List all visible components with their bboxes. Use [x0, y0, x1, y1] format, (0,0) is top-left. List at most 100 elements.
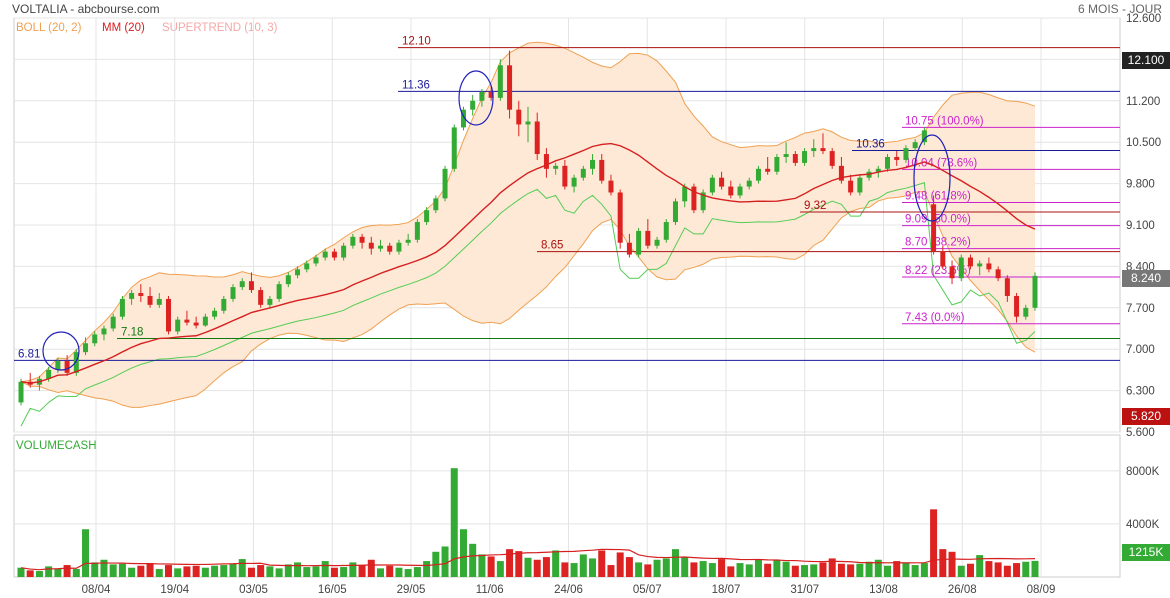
legend-mm: MM (20)	[102, 22, 145, 34]
candle-body	[783, 154, 789, 157]
candle-body	[534, 121, 540, 155]
annotation-ellipse	[42, 331, 80, 371]
volume-bar	[542, 557, 550, 577]
candle-body	[682, 186, 688, 202]
y-tick-label: 7.000	[1126, 344, 1155, 356]
y-tick-label: 6.300	[1126, 386, 1155, 398]
volume-bar	[819, 562, 827, 577]
legend-boll: BOLL (20, 2)	[16, 22, 82, 34]
candle-body	[885, 156, 891, 169]
volume-bar	[118, 563, 126, 577]
volume-bar	[349, 562, 357, 577]
candle-body	[73, 352, 79, 373]
candle-body	[525, 121, 531, 125]
candle-body	[92, 334, 98, 344]
volume-bar	[635, 562, 643, 577]
volume-tick-label: 8000K	[1126, 466, 1160, 478]
volume-title: VOLUMECASH	[16, 440, 97, 452]
x-tick-label: 31/07	[790, 584, 819, 596]
volume-bar	[395, 567, 403, 577]
volume-bar	[72, 569, 80, 577]
fib-label: 9.48 (61.8%)	[905, 191, 971, 203]
volume-bar	[754, 559, 762, 577]
candle-body	[636, 230, 642, 255]
volume-bar	[17, 567, 25, 577]
candle-body	[119, 298, 125, 317]
candle-body	[774, 156, 780, 172]
candle-body	[322, 251, 328, 258]
candle-body	[470, 100, 476, 110]
volume-bar	[579, 554, 587, 577]
volume-bar	[358, 565, 366, 577]
volume-bar	[976, 555, 984, 577]
volume-bar	[220, 565, 228, 577]
volume-bar	[718, 559, 726, 577]
y-tick-label: 12.600	[1126, 13, 1161, 25]
candle-body	[1004, 278, 1010, 296]
candle-body	[497, 65, 503, 98]
volume-bar	[893, 561, 901, 577]
candle-body	[295, 269, 301, 276]
volume-bar	[966, 563, 974, 577]
volume-bar	[506, 549, 514, 577]
volume-bar	[782, 561, 790, 577]
horizontal-line-label: 11.36	[402, 79, 430, 91]
candle-body	[617, 192, 623, 243]
bollinger-lower	[20, 190, 1036, 408]
y-tick-label: 5.600	[1126, 427, 1155, 439]
volume-bar	[699, 561, 707, 577]
candle-body	[359, 236, 365, 243]
bollinger-upper	[20, 41, 1036, 383]
volume-bar	[828, 558, 836, 577]
candle-body	[64, 361, 70, 373]
candle-body	[405, 239, 411, 243]
candle-body	[755, 168, 761, 181]
candle-body	[442, 168, 448, 199]
volume-bar	[155, 569, 163, 577]
candle-body	[101, 328, 107, 335]
candle-body	[1023, 307, 1029, 317]
candle-body	[414, 222, 420, 240]
volume-bar	[616, 552, 624, 577]
volume-bar	[266, 566, 274, 577]
volume-bar	[837, 563, 845, 577]
volume-bar	[238, 559, 246, 577]
y-tick-label: 7.700	[1126, 303, 1155, 315]
candle-body	[958, 257, 964, 279]
legend-supertrend: SUPERTREND (10, 3)	[162, 22, 278, 34]
candle-body	[995, 269, 1001, 279]
volume-bar	[247, 567, 255, 577]
volume-bar	[920, 563, 928, 577]
x-tick-label: 08/09	[1027, 584, 1056, 596]
candle-body	[18, 381, 24, 403]
horizontal-line-label: 7.18	[121, 327, 143, 339]
candle-body	[175, 319, 181, 332]
volume-bar	[211, 565, 219, 577]
volume-bar	[570, 563, 578, 577]
candle-body	[1032, 275, 1038, 308]
period-label[interactable]: 6 MOIS - JOUR	[1077, 2, 1162, 16]
fib-label: 9.09 (50.0%)	[905, 214, 971, 226]
candle-body	[479, 91, 485, 101]
high-price-tag: 12.100	[1122, 52, 1170, 69]
x-tick-label: 05/07	[633, 584, 662, 596]
volume-average-line	[20, 548, 1036, 571]
candle-body	[599, 159, 605, 181]
volume-bar	[275, 568, 283, 577]
volume-bar	[128, 567, 136, 577]
candle-body	[313, 257, 319, 264]
horizontal-line-label: 6.81	[18, 348, 40, 360]
candle-body	[129, 293, 135, 299]
candle-body	[331, 251, 337, 258]
volume-bar	[690, 562, 698, 577]
candle-body	[165, 298, 171, 332]
volume-bar	[884, 565, 892, 577]
volume-bar	[727, 566, 735, 577]
supertrend-line	[20, 182, 1036, 427]
volume-bar	[423, 561, 431, 577]
candle-body	[562, 165, 568, 187]
volume-bar	[847, 564, 855, 577]
candle-body	[737, 186, 743, 196]
annotation-ellipse	[458, 70, 494, 126]
